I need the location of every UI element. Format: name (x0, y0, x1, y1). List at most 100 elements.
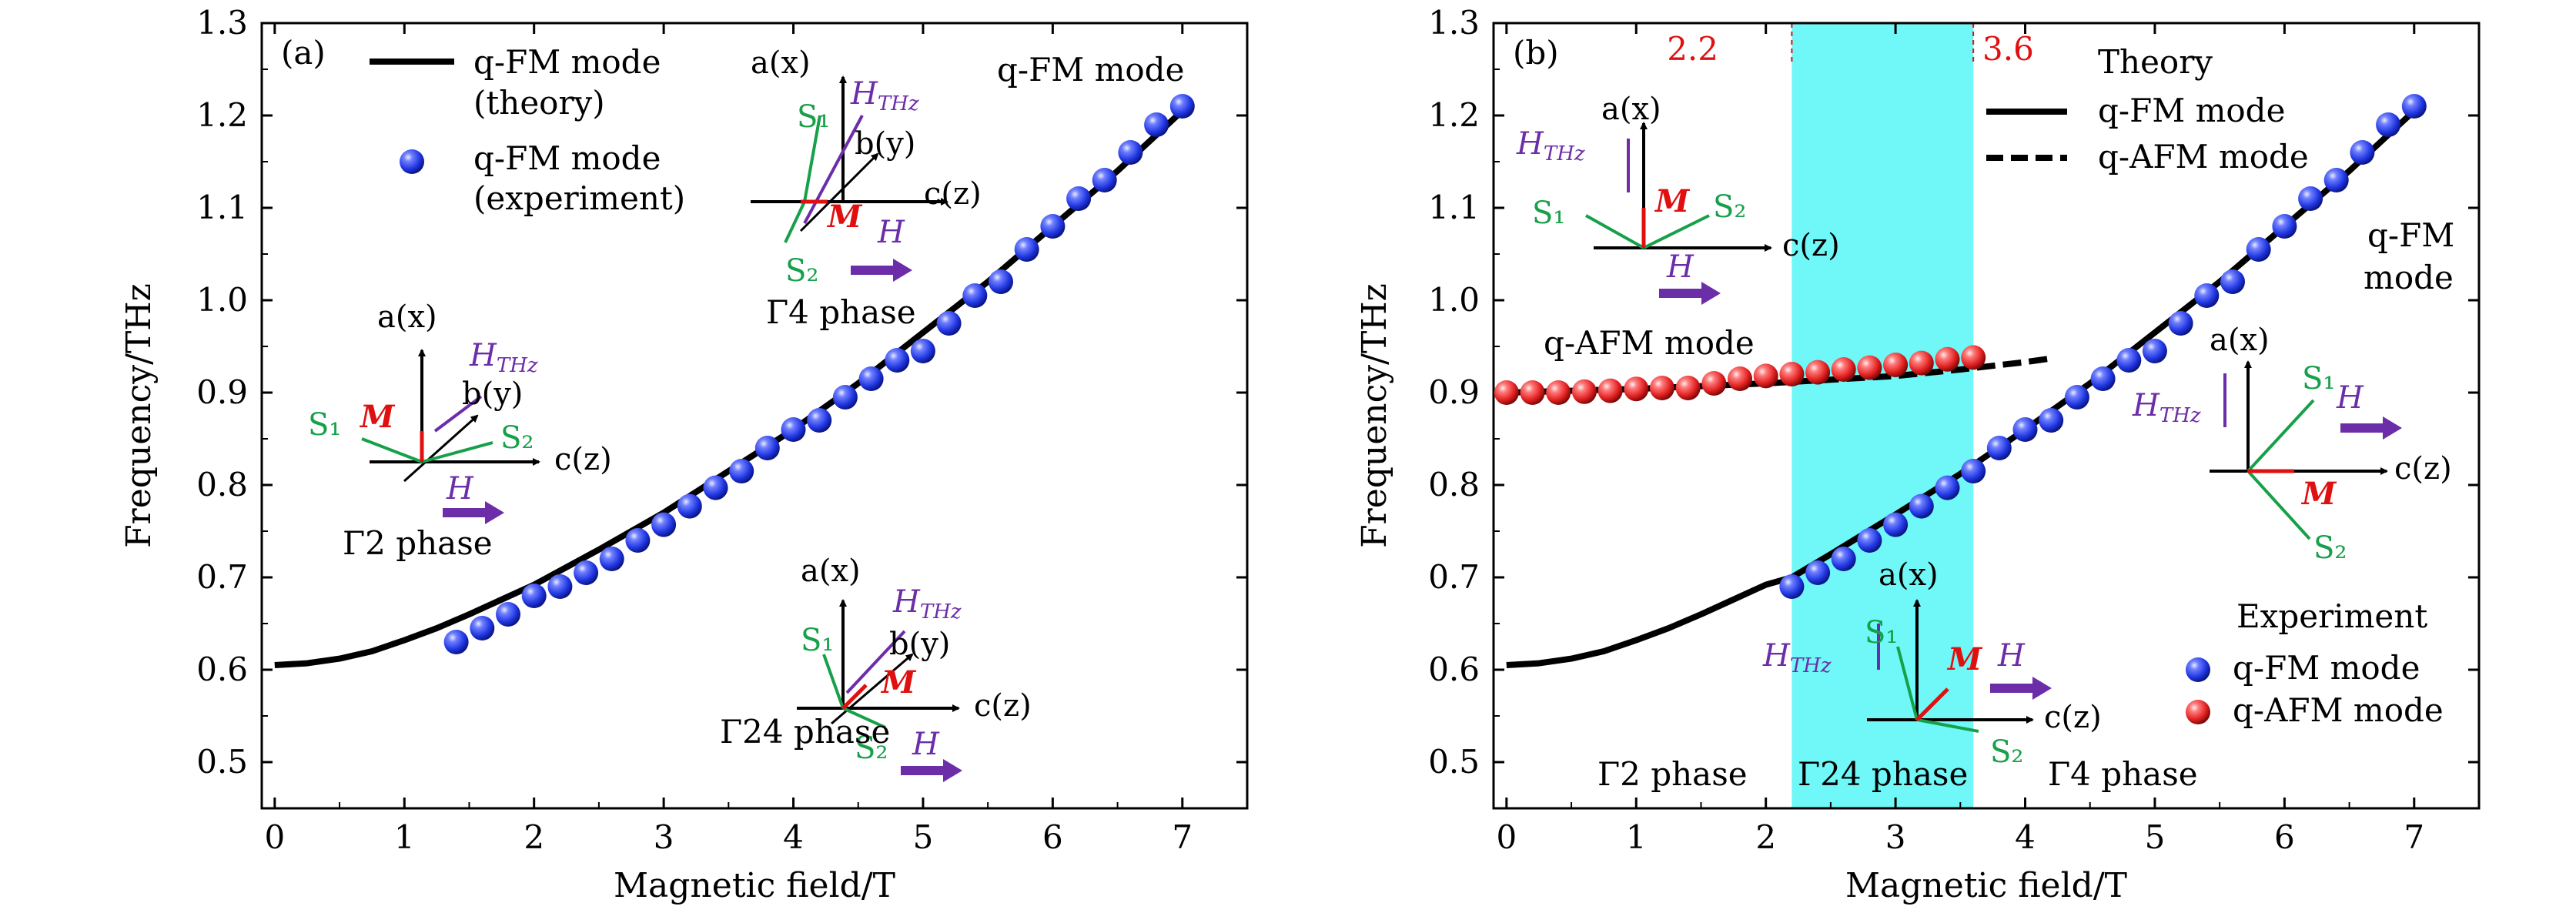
annotation-qfm-mode-a: q-FM mode (997, 51, 1184, 89)
data-point (1909, 493, 1934, 519)
x-tick-label: 6 (2274, 818, 2295, 856)
inset-gamma4-b: a(x) c(z) S₁ S₂ M H HTHz (2132, 323, 2452, 566)
data-point (832, 385, 858, 410)
legend-label-theory: q-FM mode (473, 43, 661, 81)
y-tick-label: 1.0 (1428, 281, 1480, 319)
data-point (2116, 348, 2142, 373)
panel-b-y-axis-title: Frequency/THz (1355, 283, 1394, 548)
panel-a-y-ticks: 0.5 0.6 0.7 0.8 0.9 1.0 1.1 1.2 1.3 (196, 4, 1247, 781)
data-point (1961, 345, 1986, 370)
vec-c-label-g24: c(z) (974, 688, 1032, 724)
panel-b-x-axis-title: Magnetic field/T (1845, 866, 2127, 905)
vec-m-label-b3: M (1946, 641, 1983, 677)
y-tick-label: 1.3 (1428, 4, 1480, 42)
panel-b-y-ticks: 0.5 0.6 0.7 0.8 0.9 1.0 1.1 1.2 1.3 (1428, 4, 2479, 781)
data-point (2401, 94, 2427, 119)
y-tick-label: 1.1 (196, 189, 248, 226)
x-tick-label: 6 (1042, 818, 1063, 856)
y-tick-label: 0.9 (1428, 373, 1480, 411)
shaded-region-rect (1791, 23, 1974, 808)
x-tick-label: 1 (394, 818, 415, 856)
vec-a-label-b3: a(x) (1878, 557, 1939, 593)
phase-label-gamma2-a: Γ2 phase (343, 524, 493, 562)
data-point (599, 547, 624, 571)
vec-h-label-g24: H (912, 727, 940, 762)
y-tick-label: 1.2 (196, 96, 248, 134)
panel-a-x-axis-title: Magnetic field/T (614, 866, 895, 905)
data-point (2194, 283, 2220, 308)
data-point (1805, 360, 1831, 385)
y-tick-label: 0.8 (196, 466, 248, 503)
panel-b-shaded-region (1791, 23, 1975, 808)
data-point (1986, 436, 2012, 460)
inset-gamma24-b: a(x) c(z) S₁ S₂ M H HTHz (1762, 557, 2102, 770)
data-point (754, 436, 780, 460)
x-tick-label: 3 (1885, 818, 1906, 856)
legend-marker-fm (2186, 657, 2210, 682)
data-point (2142, 339, 2167, 363)
inset-gamma4-a: a(x) b(y) c(z) S₁ S₂ M H HTHz Γ4 phase (751, 45, 982, 331)
panel-b-plot-frame (1492, 22, 2481, 810)
legend-label-afm-theory: q-AFM mode (2098, 138, 2309, 176)
vec-c-label-g2: c(z) (554, 442, 612, 477)
vec-s2-label-b1: S₂ (1713, 189, 1746, 225)
phase-label-gamma4-a: Γ4 phase (766, 293, 916, 331)
data-point (1857, 355, 1882, 380)
data-point (1805, 560, 1831, 585)
annotation-qafm-mode-b: q-AFM mode (1544, 324, 1755, 362)
vec-s2-label: S₂ (785, 253, 818, 289)
data-point (470, 616, 495, 640)
panel-a-y-axis-title: Frequency/THz (119, 283, 159, 548)
data-point (1066, 186, 1092, 211)
legend-marker-experiment (400, 149, 424, 174)
panel-b-legend-theory: Theory q-FM mode q-AFM mode (1986, 43, 2309, 176)
annotation-qfm-b: q-FM (2367, 216, 2454, 254)
legend-label-experiment: q-FM mode (473, 139, 661, 177)
x-tick-label: 5 (913, 818, 934, 856)
annotation-mode-b: mode (2364, 259, 2454, 296)
legend-theory-title: Theory (2098, 43, 2213, 81)
y-tick-label: 0.7 (1428, 558, 1480, 596)
data-point (2272, 214, 2297, 239)
data-point (858, 366, 884, 391)
data-point (2090, 366, 2116, 391)
data-point (936, 311, 962, 336)
data-point (443, 630, 469, 654)
legend-label-fm-theory: q-FM mode (2098, 92, 2285, 129)
vec-a-label-g2: a(x) (377, 299, 437, 335)
panel-b-legend-experiment: Experiment q-FM mode q-AFM mode (2186, 597, 2444, 729)
data-point (2246, 237, 2271, 262)
vec-b-label-g24: b(y) (889, 627, 950, 662)
x-tick-label: 0 (1496, 818, 1517, 856)
legend-label-theory-sub: (theory) (473, 84, 605, 122)
data-point (1701, 371, 1727, 396)
vec-hthz-label-g24: HTHz (892, 584, 962, 624)
data-point (1961, 459, 1986, 483)
y-tick-label: 1.2 (1428, 96, 1480, 134)
data-point (1040, 214, 1066, 239)
vec-a-label-b2: a(x) (2210, 323, 2270, 358)
x-tick-label: 1 (1626, 818, 1647, 856)
data-point (1753, 363, 1778, 389)
phase-label-gamma2-b: Γ2 phase (1597, 755, 1748, 793)
data-point (1649, 376, 1674, 400)
vec-h-label-g2: H (446, 471, 474, 507)
x-tick-label: 7 (2404, 818, 2424, 856)
panel-a-x-ticks: 0 1 2 3 4 5 6 7 (264, 23, 1193, 856)
vec-a-label: a(x) (751, 45, 811, 81)
vec-b-label: b(y) (855, 126, 915, 162)
data-point (2350, 140, 2375, 165)
data-point (2220, 269, 2245, 294)
panel-b-x-ticks: 0 1 2 3 4 5 6 7 (1496, 23, 2424, 856)
vec-c-label: c(z) (924, 176, 982, 212)
x-tick-label: 5 (2145, 818, 2166, 856)
data-point (1571, 379, 1597, 404)
series-line (274, 109, 1185, 668)
data-point (1883, 353, 1909, 377)
data-point (625, 528, 651, 553)
y-tick-label: 0.6 (1428, 650, 1480, 688)
data-point (1014, 237, 1039, 262)
vec-c-label-b3: c(z) (2044, 700, 2102, 735)
data-point (521, 584, 547, 608)
